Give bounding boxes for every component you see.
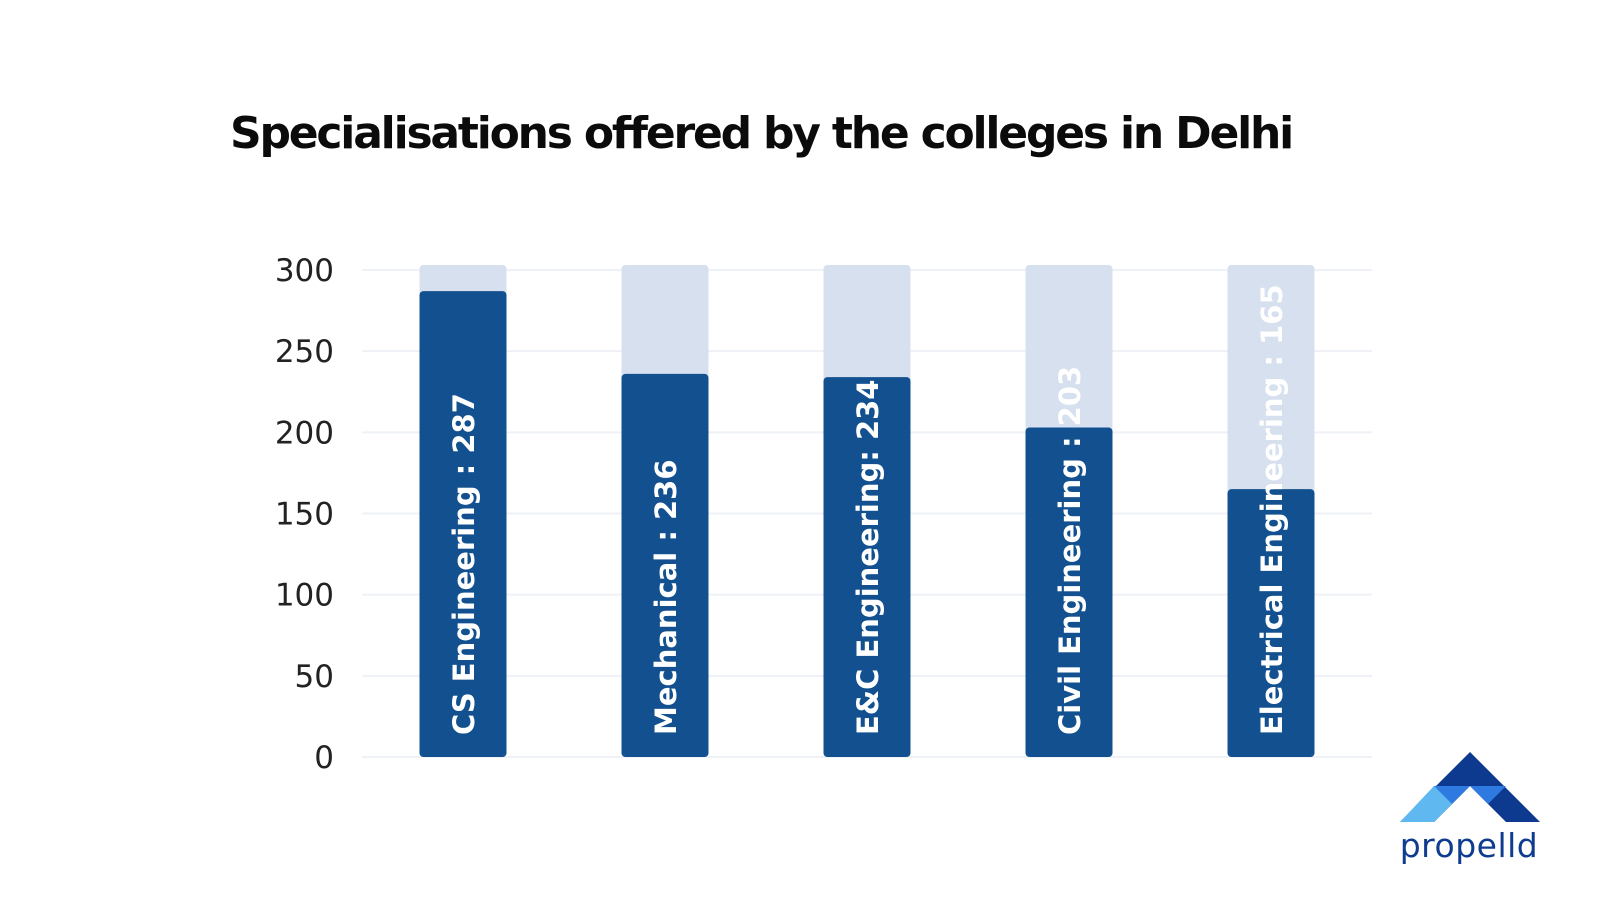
- bar-label: Civil Engineering : 203: [1053, 366, 1087, 735]
- bar-label: Electrical Engineering : 165: [1255, 284, 1289, 735]
- y-tick-label: 250: [275, 334, 334, 370]
- y-tick-label: 300: [275, 253, 334, 289]
- logo-wordmark: propelld: [1399, 826, 1539, 865]
- bar-label: E&C Engineering: 234: [851, 380, 885, 736]
- bars: CS Engineering : 287 Mechanical : 236 E&C …: [419, 265, 1315, 757]
- bar[interactable]: [419, 291, 507, 757]
- bar[interactable]: [1227, 489, 1315, 757]
- chart-title: Specialisations offered by the colleges …: [230, 108, 1294, 159]
- bar[interactable]: [1025, 427, 1113, 757]
- bar[interactable]: [823, 377, 911, 757]
- bar-label: CS Engineering : 287: [447, 393, 481, 735]
- propelld-logo: propelld: [1394, 750, 1544, 870]
- bar-label: Mechanical : 236: [649, 459, 683, 735]
- y-tick-label: 50: [295, 659, 334, 695]
- y-tick-label: 200: [275, 415, 334, 451]
- bar[interactable]: [621, 373, 709, 757]
- y-axis-ticks: 0 50 100 150 200 250 300: [275, 253, 334, 776]
- y-tick-label: 150: [275, 497, 334, 533]
- mountain-logo-icon: [1400, 752, 1540, 822]
- y-tick-label: 0: [314, 740, 334, 776]
- y-tick-label: 100: [275, 578, 334, 614]
